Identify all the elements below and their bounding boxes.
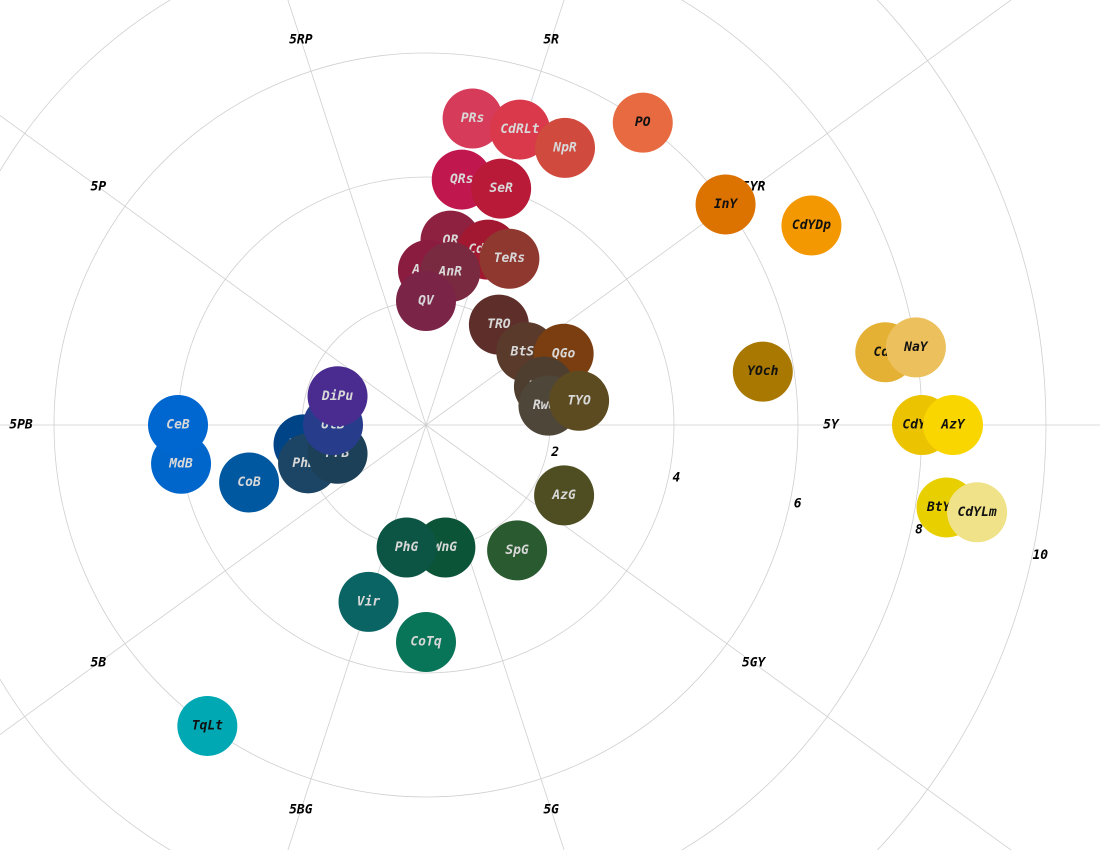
pigment-dot (479, 228, 540, 289)
grid-spoke (425, 424, 1012, 850)
pigment: NaY (885, 317, 946, 378)
pigment-label: TeRs (494, 251, 525, 266)
pigment: AzG (534, 465, 595, 526)
pigment-label: QV (418, 294, 435, 309)
pigment-label: QGo (552, 346, 576, 361)
pigment-dot (534, 465, 595, 526)
pigment: TeRs (479, 228, 540, 289)
pigment-label: CeB (166, 418, 190, 433)
pigment-dot (396, 612, 456, 672)
pigment: Vir (338, 571, 399, 632)
theta-tick-label: 5R (543, 32, 559, 47)
theta-tick-label: 5RP (289, 32, 313, 47)
pigment-label: PO (635, 115, 651, 130)
pigment-dot (442, 88, 503, 149)
pigment-dot (781, 195, 842, 256)
pigment: YOch (732, 341, 793, 402)
pigment: NpR (534, 117, 595, 178)
pigment-label: DiPu (321, 389, 353, 404)
pigment-dot (396, 271, 456, 331)
theta-tick-label: 5Y (823, 418, 840, 433)
pigment: DiPu (307, 366, 368, 427)
pigment-dot (177, 695, 238, 756)
r-tick-label: 6 (794, 497, 802, 512)
pigment-label: TRO (487, 317, 511, 332)
pigment-label: CdRLt (500, 122, 539, 137)
pigment-label: CdYLm (958, 505, 997, 520)
pigment-label: AnR (438, 264, 463, 279)
pigment: TYO (549, 370, 610, 431)
pigment: InY (695, 174, 756, 235)
pigment: CdYLm (947, 482, 1008, 543)
pigment-label: SpG (505, 543, 529, 558)
pigment-label: InY (714, 197, 739, 212)
pigment-label: TqLt (192, 718, 223, 733)
pigment-dot (487, 520, 548, 581)
r-tick-label: 2 (550, 445, 559, 460)
pigment-label: SeR (489, 181, 513, 196)
pigment-label: CoB (237, 475, 261, 490)
pigment-label: NaY (903, 340, 929, 355)
pigment-dot (549, 370, 610, 431)
pigment-label: YOch (747, 364, 778, 379)
theta-tick-label: 5B (91, 656, 107, 671)
pigment: AzY (923, 395, 983, 455)
pigment-dot (148, 395, 208, 455)
pigment-dot (923, 395, 983, 455)
pigment: CoB (219, 452, 280, 513)
grid-spoke (425, 424, 565, 850)
pigment-label: AzY (940, 418, 966, 433)
pigment-label: Vir (357, 594, 381, 609)
pigment: PRs (442, 88, 503, 149)
pigment-dot (612, 92, 673, 153)
pigment: CdYDp (781, 195, 842, 256)
pigment-dot (947, 482, 1008, 543)
theta-tick-label: 5GY (742, 656, 767, 671)
pigment-dot (219, 452, 280, 513)
pigment-label: CdYDp (792, 218, 831, 233)
pigment-label: NpR (552, 140, 577, 155)
pigment-label: MdB (168, 456, 193, 471)
theta-tick-label: 5BG (289, 803, 313, 818)
r-tick-label: 4 (672, 471, 680, 486)
pigment-label: CoTq (410, 635, 441, 650)
pigment: PO (612, 92, 673, 153)
pigment-label: AzG (551, 488, 576, 503)
pigment-dot (307, 366, 368, 427)
r-tick-label: 8 (915, 522, 923, 537)
pigment: TqLt (177, 695, 238, 756)
pigment-dot (489, 99, 550, 160)
pigment-label: PhG (395, 540, 419, 555)
pigment-dot (695, 174, 756, 235)
pigment: SeR (471, 158, 532, 219)
pigment-label: PRs (461, 111, 484, 126)
grid-spoke (0, 424, 427, 736)
theta-tick-label: 5G (543, 803, 559, 818)
pigment: CdRLt (489, 99, 550, 160)
theta-tick-label: 5P (91, 179, 107, 194)
pigment-dot (376, 517, 437, 578)
pigment: SpG (487, 520, 548, 581)
pigment-dot (471, 158, 532, 219)
grid-spoke (287, 0, 427, 426)
pigment: QV (396, 271, 456, 331)
r-tick-label: 10 (1032, 548, 1048, 563)
pigment-dot (885, 317, 946, 378)
pigment: CoTq (396, 612, 456, 672)
pigment: PhG (376, 517, 437, 578)
theta-tick-label: 5PB (9, 418, 33, 433)
pigment-dot (338, 571, 399, 632)
pigment-dot (534, 117, 595, 178)
pigment: CeB (148, 395, 208, 455)
pigment-label: WnG (434, 540, 458, 555)
pigment-label: QRs (450, 172, 473, 187)
pigment-dot (732, 341, 793, 402)
grid-spoke (0, 114, 427, 426)
pigment-label: TYO (567, 393, 591, 408)
